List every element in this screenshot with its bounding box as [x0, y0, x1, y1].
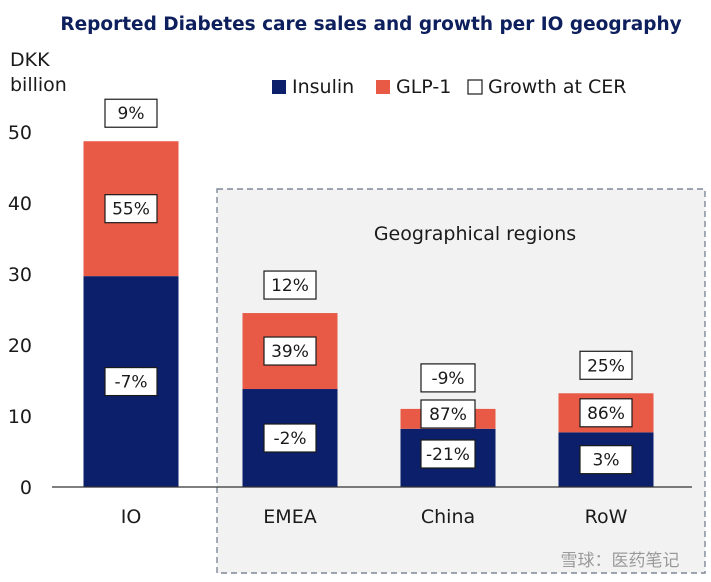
growth-label: 12%: [263, 270, 317, 300]
legend-label: GLP-1: [396, 76, 451, 98]
geographical-regions-label: Geographical regions: [374, 223, 576, 245]
y-tick-label: 20: [8, 335, 32, 357]
watermark: 雪球：医药笔记: [561, 551, 680, 571]
growth-label: 55%: [104, 194, 158, 224]
svg-text:-9%: -9%: [431, 369, 464, 389]
svg-text:87%: 87%: [429, 405, 467, 425]
growth-labels: -7% 55% 9% -2% 39% 12% -21% 87% -9% 3% 86% 25%: [104, 98, 633, 475]
x-tick-label: EMEA: [263, 506, 316, 528]
legend-swatch: [272, 80, 286, 94]
svg-text:3%: 3%: [593, 451, 620, 471]
growth-label: -9%: [420, 363, 476, 393]
svg-text:55%: 55%: [112, 200, 150, 220]
svg-text:-7%: -7%: [114, 373, 147, 393]
y-axis-unit-line1: DKK: [10, 49, 50, 71]
growth-label: 87%: [420, 399, 476, 429]
svg-text:39%: 39%: [271, 342, 309, 362]
y-axis: 0 10 20 30 40 50: [8, 122, 32, 499]
svg-text:9%: 9%: [118, 104, 145, 124]
chart-title: Reported Diabetes care sales and growth …: [60, 14, 681, 35]
legend-swatch: [376, 80, 390, 94]
y-tick-label: 10: [8, 406, 32, 428]
svg-text:86%: 86%: [587, 404, 625, 424]
y-tick-label: 40: [8, 193, 32, 215]
legend-label: Growth at CER: [488, 76, 626, 98]
legend-label: Insulin: [292, 76, 354, 98]
x-tick-label: RoW: [585, 506, 628, 528]
svg-text:-21%: -21%: [426, 445, 470, 465]
growth-label: 9%: [104, 98, 158, 128]
x-axis: IO EMEA China RoW: [121, 506, 628, 528]
growth-label: -21%: [420, 439, 476, 469]
growth-label: 86%: [579, 398, 633, 428]
growth-label: 25%: [579, 350, 633, 380]
svg-text:25%: 25%: [587, 356, 625, 376]
x-tick-label: IO: [121, 506, 142, 528]
growth-label: -7%: [104, 366, 158, 397]
x-tick-label: China: [421, 506, 475, 528]
svg-text:12%: 12%: [271, 276, 309, 296]
bars: [83, 141, 654, 487]
svg-text:-2%: -2%: [273, 429, 306, 449]
legend-swatch: [467, 79, 483, 95]
y-axis-unit-line2: billion: [10, 74, 67, 96]
legend: Insulin GLP-1 Growth at CER: [272, 76, 626, 98]
y-tick-label: 30: [8, 264, 32, 286]
y-tick-label: 0: [20, 477, 32, 499]
growth-label: 3%: [579, 445, 633, 475]
growth-label: -2%: [263, 423, 317, 453]
y-tick-label: 50: [8, 122, 32, 144]
growth-label: 39%: [263, 336, 317, 366]
y-axis-unit: DKK billion: [10, 49, 67, 96]
